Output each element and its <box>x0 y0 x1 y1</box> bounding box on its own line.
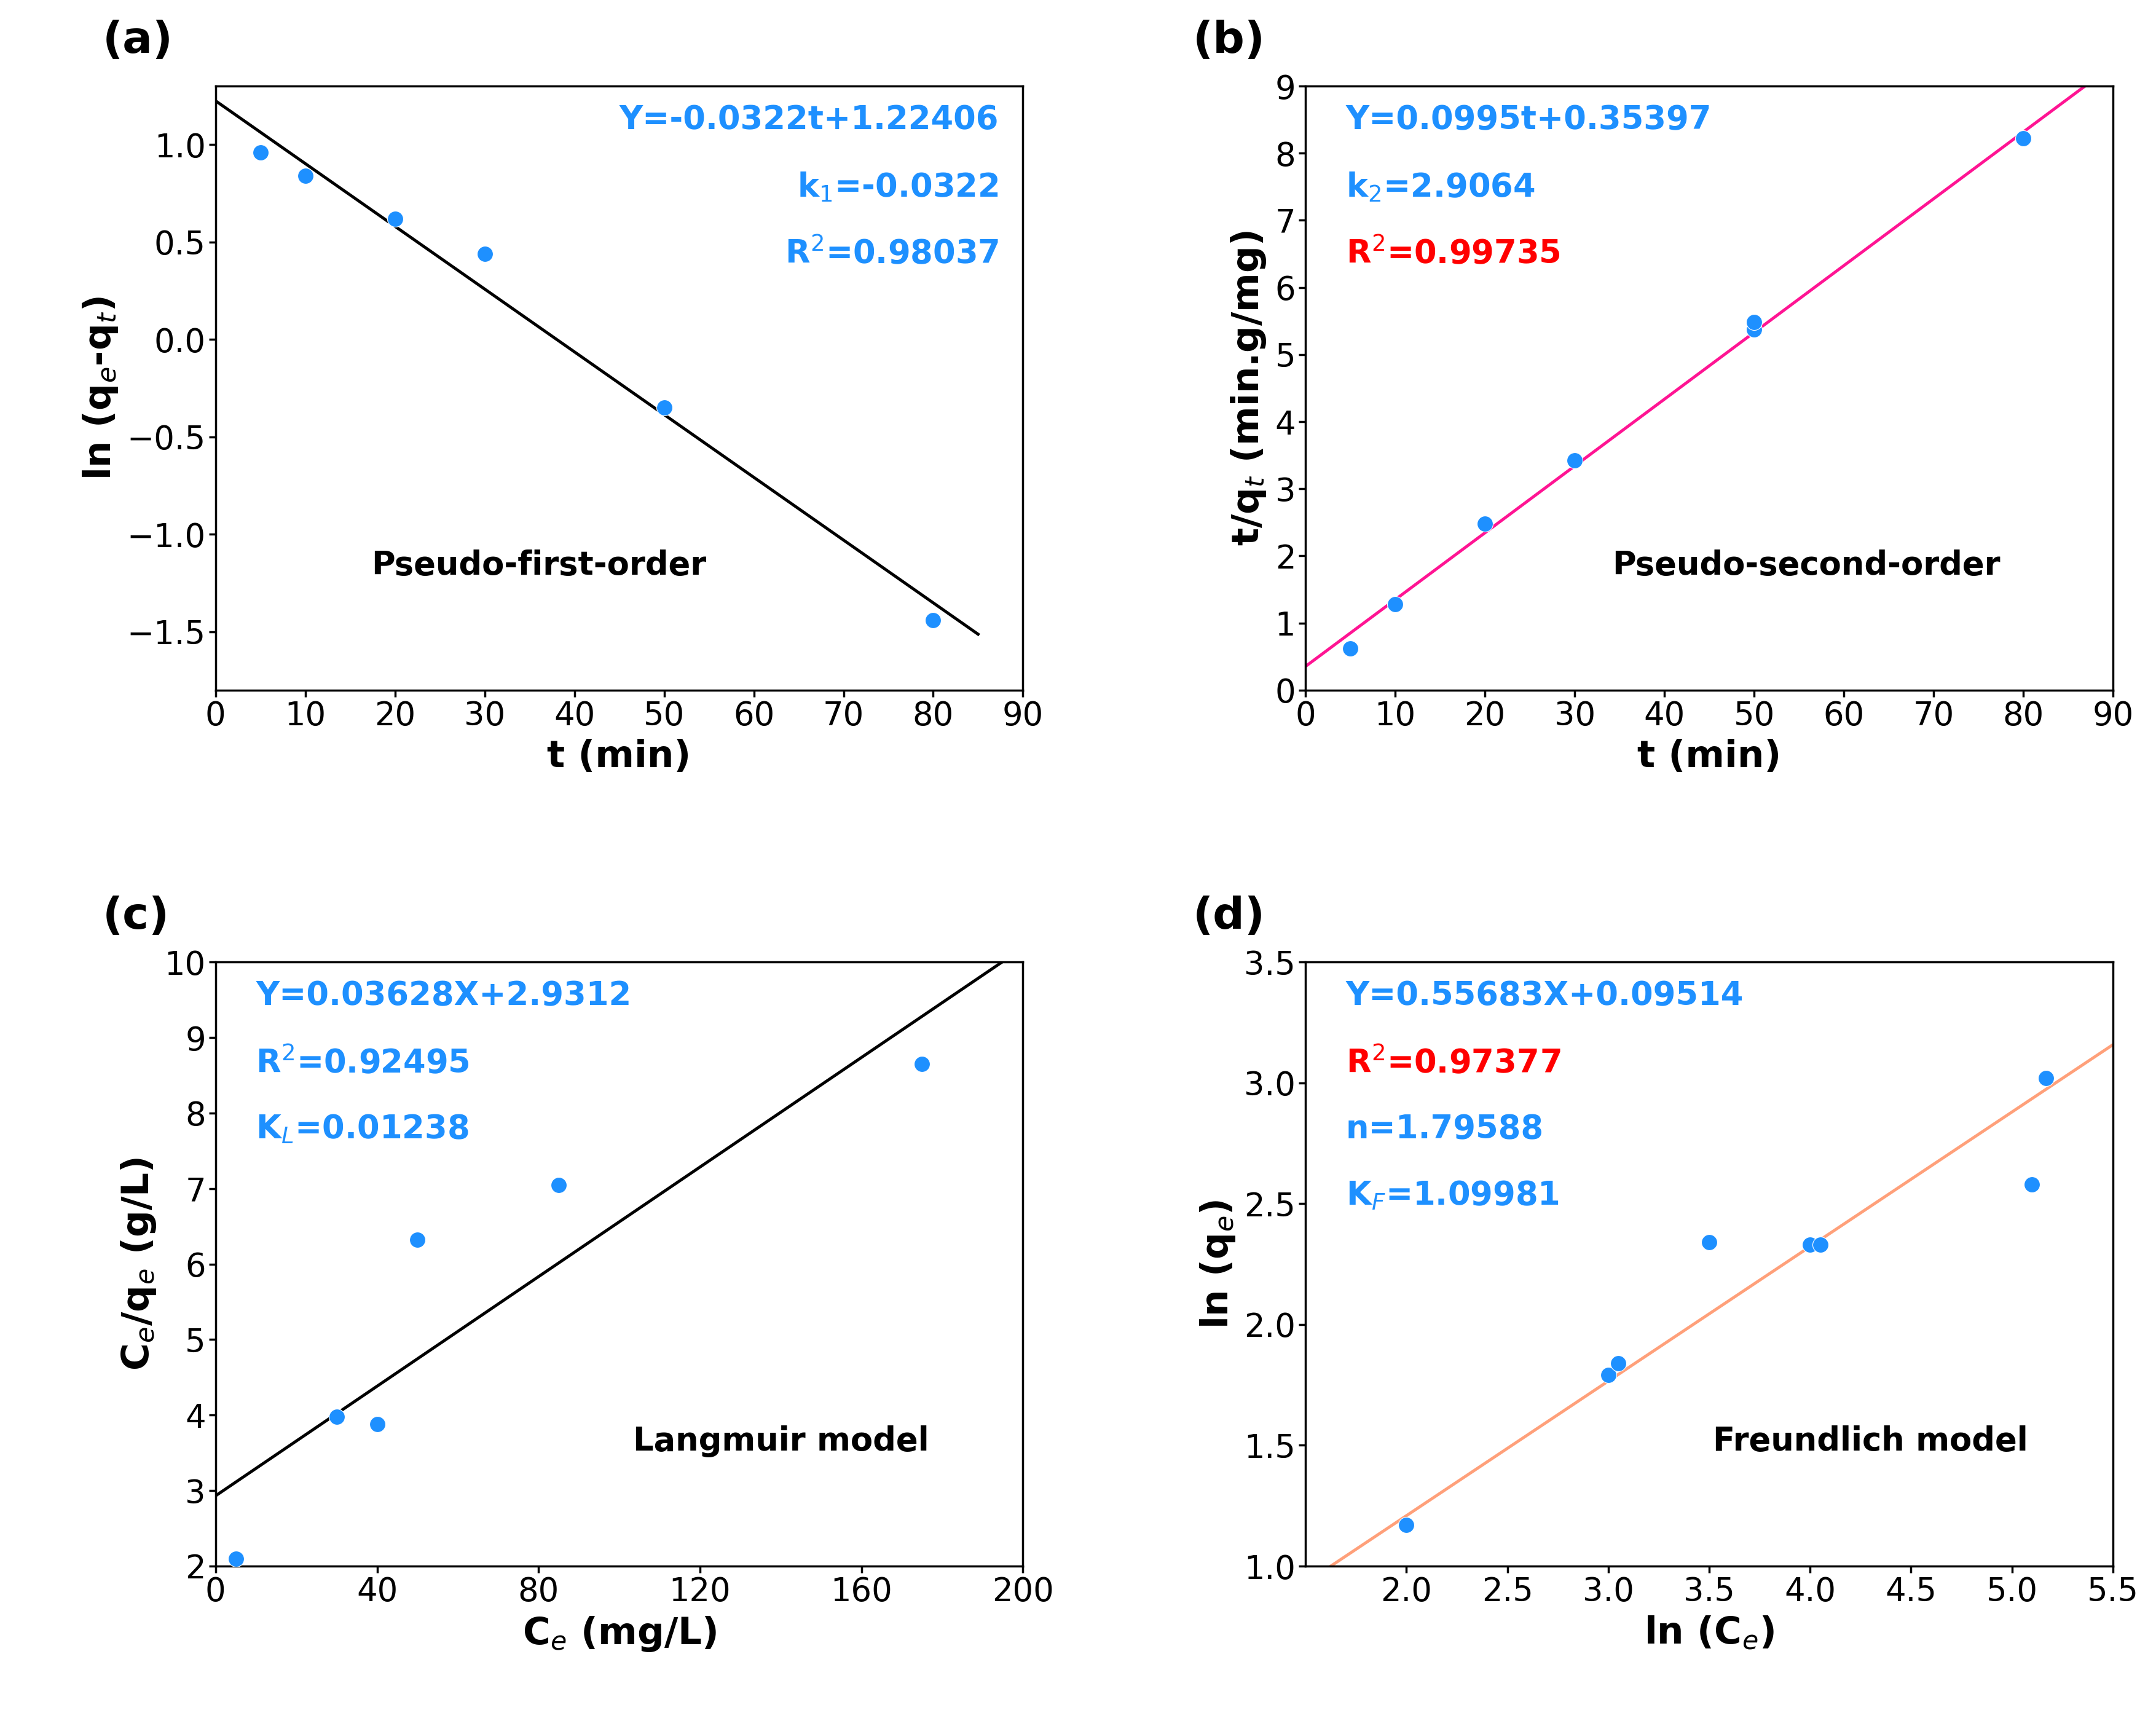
X-axis label: t (min): t (min) <box>1636 738 1781 774</box>
Point <box>1794 1231 1828 1258</box>
Point <box>1591 1361 1626 1389</box>
Point <box>319 1403 354 1430</box>
Text: Y=0.03628X+2.9312: Y=0.03628X+2.9312 <box>257 981 632 1012</box>
Text: R$^2$=0.97377: R$^2$=0.97377 <box>1345 1046 1561 1079</box>
Point <box>1692 1229 1727 1256</box>
Text: Freundlich model: Freundlich model <box>1714 1425 2029 1458</box>
Text: k$_1$=-0.0322: k$_1$=-0.0322 <box>798 170 998 203</box>
Point <box>1602 1349 1636 1377</box>
Text: R$^2$=0.92495: R$^2$=0.92495 <box>257 1046 470 1079</box>
Point <box>1332 635 1367 663</box>
Text: K$_F$=1.09981: K$_F$=1.09981 <box>1345 1179 1559 1212</box>
Point <box>1468 509 1503 537</box>
Text: R$^2$=0.99735: R$^2$=0.99735 <box>1345 237 1561 270</box>
Text: Y=-0.0322t+1.22406: Y=-0.0322t+1.22406 <box>619 105 998 136</box>
Point <box>218 1545 252 1573</box>
Point <box>289 162 323 189</box>
Text: Y=0.0995t+0.35397: Y=0.0995t+0.35397 <box>1345 105 1712 136</box>
Text: Pseudo-second-order: Pseudo-second-order <box>1613 549 2001 582</box>
X-axis label: t (min): t (min) <box>548 738 692 774</box>
Text: (a): (a) <box>103 19 172 62</box>
Point <box>2005 124 2040 151</box>
Text: Y=0.55683X+0.09514: Y=0.55683X+0.09514 <box>1345 981 1744 1012</box>
Text: n=1.79588: n=1.79588 <box>1345 1113 1544 1144</box>
Point <box>647 394 681 422</box>
Point <box>916 606 951 633</box>
Point <box>1388 1511 1423 1539</box>
Point <box>1738 317 1772 344</box>
Point <box>541 1170 576 1198</box>
Text: Pseudo-first-order: Pseudo-first-order <box>371 549 705 582</box>
Point <box>468 239 502 267</box>
Text: K$_L$=0.01238: K$_L$=0.01238 <box>257 1113 470 1146</box>
Text: (d): (d) <box>1192 895 1266 938</box>
Point <box>360 1411 395 1439</box>
Text: (b): (b) <box>1192 19 1266 62</box>
Point <box>1802 1231 1837 1258</box>
Y-axis label: C$_e$/q$_e$ (g/L): C$_e$/q$_e$ (g/L) <box>119 1158 157 1370</box>
Text: (c): (c) <box>103 895 170 938</box>
Y-axis label: ln (q$_e$-q$_t$): ln (q$_e$-q$_t$) <box>82 296 121 480</box>
Point <box>1557 447 1591 475</box>
Point <box>401 1225 436 1253</box>
Text: k$_2$=2.9064: k$_2$=2.9064 <box>1345 170 1535 203</box>
Point <box>1378 590 1412 618</box>
Point <box>2029 1064 2063 1091</box>
Point <box>377 205 412 232</box>
Y-axis label: ln (q$_e$): ln (q$_e$) <box>1199 1200 1238 1329</box>
Text: R$^2$=0.98037: R$^2$=0.98037 <box>785 237 998 270</box>
Y-axis label: t/q$_t$ (min.g/mg): t/q$_t$ (min.g/mg) <box>1229 231 1268 546</box>
Text: Langmuir model: Langmuir model <box>632 1425 929 1458</box>
X-axis label: ln (C$_e$): ln (C$_e$) <box>1645 1614 1774 1652</box>
Point <box>2016 1170 2050 1198</box>
Point <box>1738 308 1772 336</box>
Point <box>906 1050 940 1077</box>
Point <box>244 138 278 165</box>
X-axis label: C$_e$ (mg/L): C$_e$ (mg/L) <box>522 1614 716 1654</box>
